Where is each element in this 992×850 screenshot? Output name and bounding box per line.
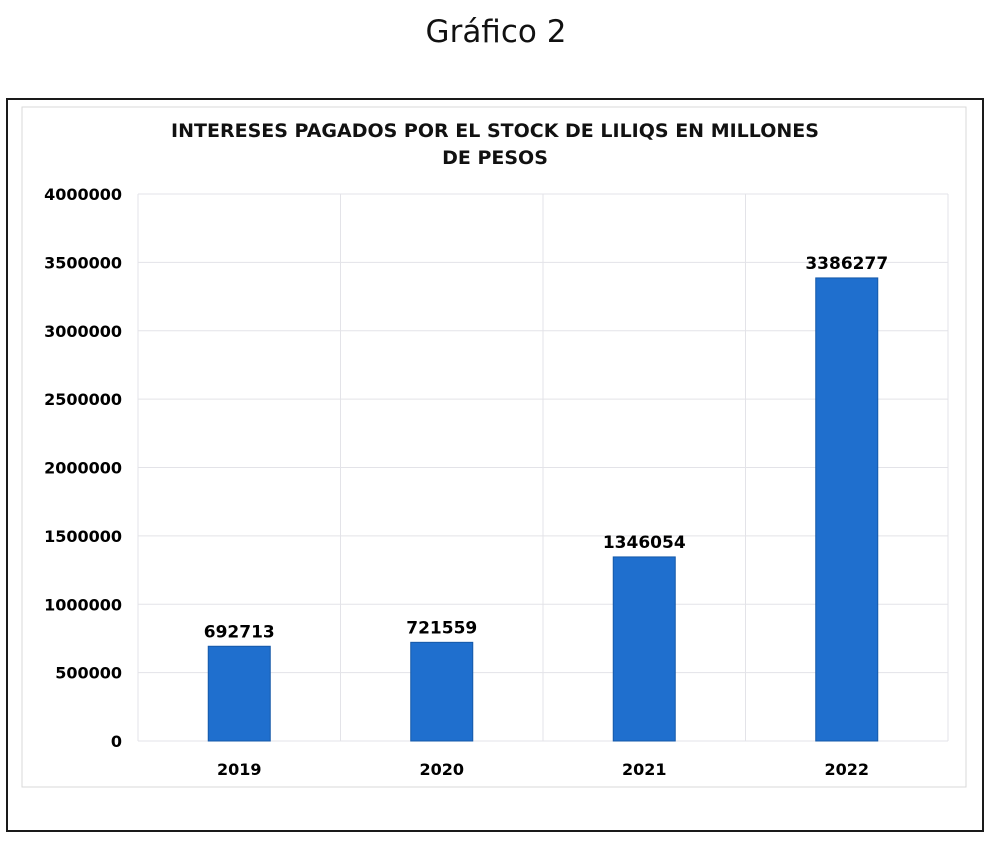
bar-2020 [410, 641, 474, 742]
x-tick-label-2019: 2019 [217, 760, 262, 779]
data-label-2020: 721559 [406, 618, 477, 638]
y-tick-label: 3500000 [44, 253, 122, 272]
gridlines [137, 193, 949, 742]
data-label-2021: 1346054 [603, 533, 686, 553]
chart-area-border [21, 106, 967, 788]
chart-title-line-2: DE PESOS [442, 147, 548, 169]
chart-frame [6, 98, 984, 832]
y-tick-label: 2500000 [44, 390, 122, 409]
bar-2022 [815, 277, 879, 742]
bar-2021 [612, 556, 676, 742]
figure-caption: Gráfico 2 [425, 14, 567, 50]
x-tick-label-2021: 2021 [622, 760, 667, 779]
x-tick-label-2022: 2022 [824, 760, 869, 779]
y-tick-label: 500000 [55, 664, 122, 683]
data-label-2022: 3386277 [805, 254, 888, 274]
y-tick-label: 4000000 [44, 185, 122, 204]
y-tick-label: 0 [111, 732, 122, 751]
y-tick-label: 2000000 [44, 459, 122, 478]
y-tick-label: 1000000 [44, 595, 122, 614]
bar-2019 [207, 645, 271, 742]
bars [207, 277, 879, 742]
data-label-2019: 692713 [204, 622, 275, 642]
y-axis-ticks: 0 500000 1000000 1500000 2000000 2500000 30000… [44, 185, 122, 751]
data-labels: 692713 721559 1346054 3386277 [204, 254, 888, 642]
y-tick-label: 3000000 [44, 322, 122, 341]
y-tick-label: 1500000 [44, 527, 122, 546]
chart-title-line-1: INTERESES PAGADOS POR EL STOCK DE LILIQS… [171, 120, 819, 142]
x-tick-label-2020: 2020 [419, 760, 464, 779]
x-axis-ticks: 2019 2020 2021 2022 [217, 760, 869, 779]
